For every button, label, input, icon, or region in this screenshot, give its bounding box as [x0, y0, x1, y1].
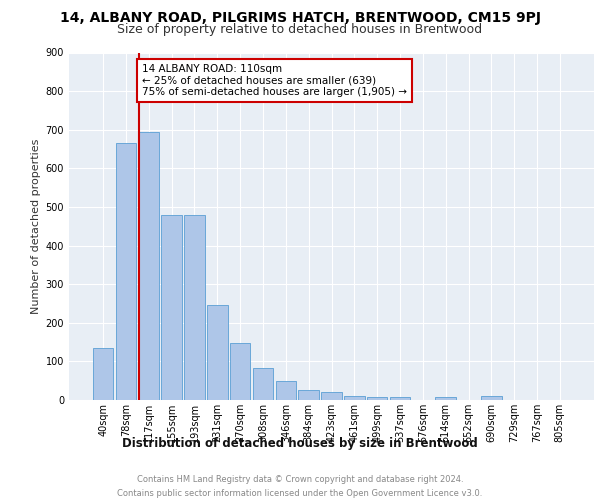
- Bar: [184, 214, 205, 400]
- Bar: [253, 368, 273, 400]
- Bar: [93, 348, 113, 400]
- Text: Size of property relative to detached houses in Brentwood: Size of property relative to detached ho…: [118, 22, 482, 36]
- Bar: [161, 214, 182, 400]
- Bar: [367, 397, 388, 400]
- Bar: [275, 382, 296, 400]
- Bar: [481, 396, 502, 400]
- Text: Distribution of detached houses by size in Brentwood: Distribution of detached houses by size …: [122, 438, 478, 450]
- Bar: [207, 306, 227, 400]
- Bar: [321, 392, 342, 400]
- Text: 14, ALBANY ROAD, PILGRIMS HATCH, BRENTWOOD, CM15 9PJ: 14, ALBANY ROAD, PILGRIMS HATCH, BRENTWO…: [59, 11, 541, 25]
- Y-axis label: Number of detached properties: Number of detached properties: [31, 138, 41, 314]
- Text: Contains HM Land Registry data © Crown copyright and database right 2024.
Contai: Contains HM Land Registry data © Crown c…: [118, 476, 482, 498]
- Bar: [390, 397, 410, 400]
- Bar: [344, 396, 365, 400]
- Bar: [139, 132, 159, 400]
- Bar: [116, 143, 136, 400]
- Text: 14 ALBANY ROAD: 110sqm
← 25% of detached houses are smaller (639)
75% of semi-de: 14 ALBANY ROAD: 110sqm ← 25% of detached…: [142, 64, 407, 98]
- Bar: [298, 390, 319, 400]
- Bar: [436, 397, 456, 400]
- Bar: [230, 343, 250, 400]
